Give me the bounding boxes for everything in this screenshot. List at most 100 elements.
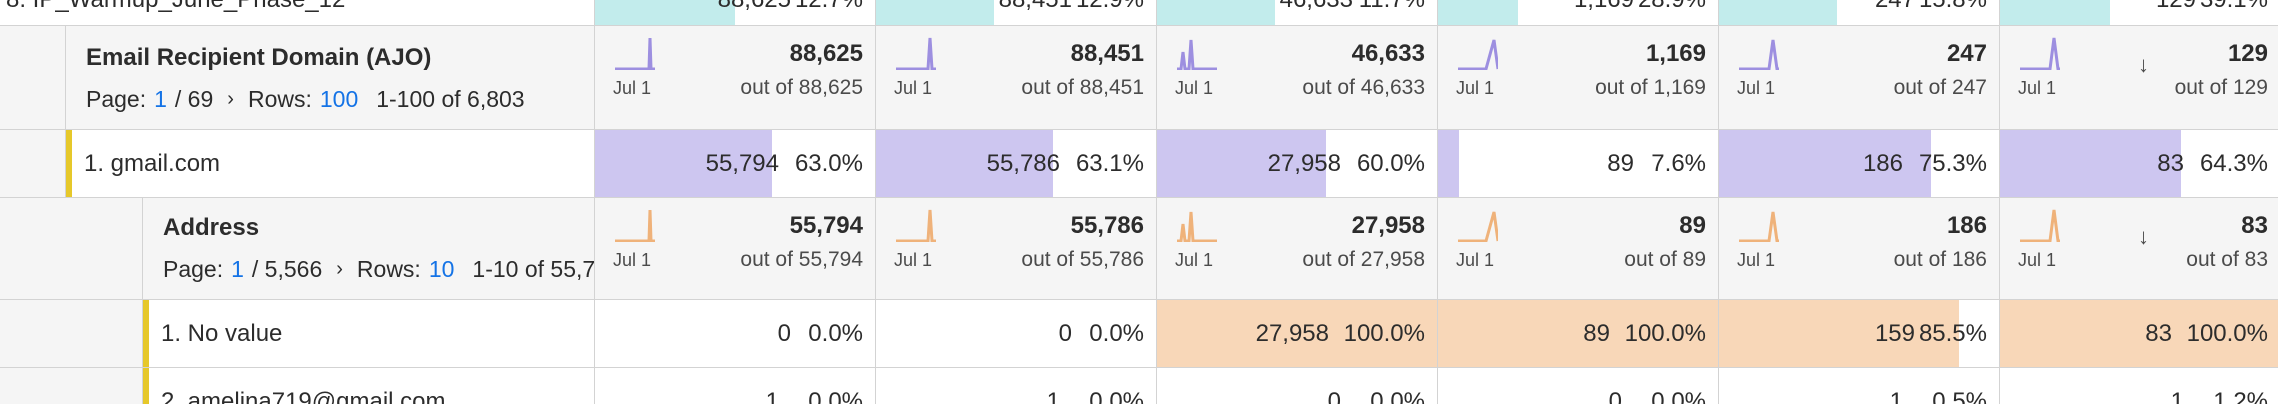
domain-sparkline-5 (1739, 39, 1779, 70)
top-partial-cell-5[interactable]: 247 15.8% (1719, 0, 2000, 25)
address-breakdown-header: Address Page: 1 / 5,566 › Rows: 10 1-10 … (0, 198, 2278, 300)
bottom-partial-cell-4[interactable]: 0 0.0% (1438, 368, 1719, 404)
bottom-partial-cell-2[interactable]: 1 0.0% (876, 368, 1157, 404)
top-partial-bar-5 (1719, 0, 1837, 25)
no-value-cell-1[interactable]: 0 0.0% (595, 300, 876, 367)
domain-breakdown-title-cell: Email Recipient Domain (AJO) Page: 1 / 6… (66, 26, 595, 129)
no-value-pct-5: 85.5% (1918, 320, 1987, 347)
bottom-partial-cell-6[interactable]: 1 1.2% (2000, 368, 2278, 404)
address-sparkline-4 (1458, 211, 1498, 242)
arrow-down-icon[interactable]: ↓ (2138, 52, 2149, 77)
gmail-pct-1: 63.0% (794, 150, 863, 177)
address-total-cell-3: Jul 1 27,958 out of 27,958 (1157, 198, 1438, 299)
no-value-value-4: 89 (1583, 320, 1610, 347)
gmail-cell-5[interactable]: 186 75.3% (1719, 130, 2000, 197)
no-value-cell-5[interactable]: 159 85.5% (1719, 300, 2000, 367)
address-breakdown-title-cell: Address Page: 1 / 5,566 › Rows: 10 1-10 … (143, 198, 595, 299)
address-page-total: / 5,566 (251, 256, 323, 282)
gmail-label[interactable]: 1. gmail.com (84, 150, 221, 177)
gmail-row[interactable]: 1. gmail.com 55,794 63.0% 55,786 63.1% 27,95… (0, 130, 2278, 198)
address-rows-value[interactable]: 10 (428, 256, 455, 282)
gmail-cell-4[interactable]: 89 7.6% (1438, 130, 1719, 197)
top-partial-pct-4: 28.9% (1638, 0, 1706, 14)
chevron-right-icon[interactable]: › (336, 258, 343, 280)
top-partial-value-4: 1,169 (1574, 0, 1634, 14)
domain-total-cell-2: Jul 1 88,451 out of 88,451 (876, 26, 1157, 129)
domain-rows-value[interactable]: 100 (319, 86, 359, 112)
top-partial-cell-4[interactable]: 1,169 28.9% (1438, 0, 1719, 25)
no-value-cell-3[interactable]: 27,958 100.0% (1157, 300, 1438, 367)
domain-total-1: 88,625 (789, 40, 863, 67)
address-total-3: 27,958 (1351, 212, 1425, 239)
top-partial-cell-6[interactable]: 129 39.1% (2000, 0, 2278, 25)
domain-total-2: 88,451 (1070, 40, 1144, 67)
arrow-down-icon[interactable]: ↓ (2138, 224, 2149, 249)
bottom-partial-label[interactable]: 2. amelina719@gmail.com (161, 388, 446, 404)
bottom-partial-value-2: 1 (1046, 388, 1060, 404)
address-sparkline-label-6: Jul 1 (2018, 250, 2057, 270)
address-total-2: 55,786 (1070, 212, 1144, 239)
no-value-value-5: 159 (1874, 320, 1915, 347)
top-partial-bar-1 (595, 0, 735, 25)
domain-page-total: / 69 (174, 86, 214, 112)
top-partial-value-6: 129 (2156, 0, 2196, 14)
no-value-indent (0, 300, 143, 367)
domain-total-3: 46,633 (1351, 40, 1425, 67)
domain-pager: Page: 1 / 69 › Rows: 100 1-100 of 6,803 (86, 86, 525, 113)
bottom-partial-label-cell: 2. amelina719@gmail.com (149, 368, 595, 404)
gmail-label-cell: 1. gmail.com (72, 130, 595, 197)
top-partial-row: 8. IP_Warmup_June_Phase_12 88,62512.7%88… (0, 0, 2278, 26)
top-partial-cell-1[interactable]: 88,625 12.7% (595, 0, 876, 25)
top-partial-value-2: 88,451 (999, 0, 1072, 14)
gmail-value-4: 89 (1607, 150, 1634, 177)
address-total-cell-6: Jul 1 83 out of 83 ↓ (2000, 198, 2278, 299)
no-value-row[interactable]: 1. No value 0 0.0% 0 0.0% 27,958 100.0% 89 100.… (0, 300, 2278, 368)
domain-sparkline-1 (615, 37, 655, 70)
no-value-value-1: 0 (777, 320, 791, 347)
no-value-pct-4: 100.0% (1624, 320, 1706, 347)
address-page-current[interactable]: 1 (231, 256, 244, 282)
domain-sparkline-label-3: Jul 1 (1175, 78, 1214, 98)
domain-sparkline-2 (896, 37, 936, 70)
gmail-cell-2[interactable]: 55,786 63.1% (876, 130, 1157, 197)
address-page-label: Page: (163, 256, 224, 282)
bottom-partial-cell-5[interactable]: 1 0.5% (1719, 368, 2000, 404)
address-sparkline-label-5: Jul 1 (1737, 250, 1776, 270)
gmail-cell-3[interactable]: 27,958 60.0% (1157, 130, 1438, 197)
bottom-partial-cell-1[interactable]: 1 0.0% (595, 368, 876, 404)
address-out-of-4: out of 89 (1624, 248, 1706, 271)
top-partial-label-cell: 8. IP_Warmup_June_Phase_12 (0, 0, 595, 25)
address-total-6: 83 (2241, 212, 2268, 239)
domain-total-4: 1,169 (1645, 40, 1706, 67)
top-partial-bar-2 (876, 0, 994, 25)
domain-out-of-4: out of 1,169 (1595, 76, 1706, 99)
domain-total-cell-4: Jul 1 1,169 out of 1,169 (1438, 26, 1719, 129)
address-total-cell-5: Jul 1 186 out of 186 (1719, 198, 2000, 299)
gmail-cell-6[interactable]: 83 64.3% (2000, 130, 2278, 197)
gmail-pct-4: 7.6% (1651, 150, 1706, 177)
no-value-cell-4[interactable]: 89 100.0% (1438, 300, 1719, 367)
chevron-right-icon[interactable]: › (227, 88, 234, 110)
top-partial-cell-2[interactable]: 88,451 12.9% (876, 0, 1157, 25)
no-value-label[interactable]: 1. No value (161, 320, 283, 347)
no-value-pct-3: 100.0% (1343, 320, 1425, 347)
domain-page-current[interactable]: 1 (154, 86, 167, 112)
no-value-value-6: 83 (2145, 320, 2172, 347)
gmail-value-1: 55,794 (705, 150, 779, 177)
bottom-partial-cell-3[interactable]: 0 0.0% (1157, 368, 1438, 404)
gmail-cell-1[interactable]: 55,794 63.0% (595, 130, 876, 197)
top-partial-bar-6 (2000, 0, 2110, 25)
no-value-cell-2[interactable]: 0 0.0% (876, 300, 1157, 367)
no-value-value-2: 0 (1058, 320, 1072, 347)
bottom-partial-row[interactable]: 2. amelina719@gmail.com 1 0.0% 1 0.0% 0 0.0% 0… (0, 368, 2278, 404)
domain-sparkline-3 (1177, 39, 1217, 70)
no-value-cell-6[interactable]: 83 100.0% (2000, 300, 2278, 367)
top-partial-cell-3[interactable]: 46,633 11.7% (1157, 0, 1438, 25)
address-sparkline-5 (1739, 211, 1779, 242)
address-breakdown-indent (0, 198, 143, 299)
no-value-label-cell: 1. No value (149, 300, 595, 367)
address-out-of-2: out of 55,786 (1021, 248, 1144, 271)
domain-breakdown-header: Email Recipient Domain (AJO) Page: 1 / 6… (0, 26, 2278, 130)
gmail-value-2: 55,786 (986, 150, 1060, 177)
domain-page-label: Page: (86, 86, 147, 112)
